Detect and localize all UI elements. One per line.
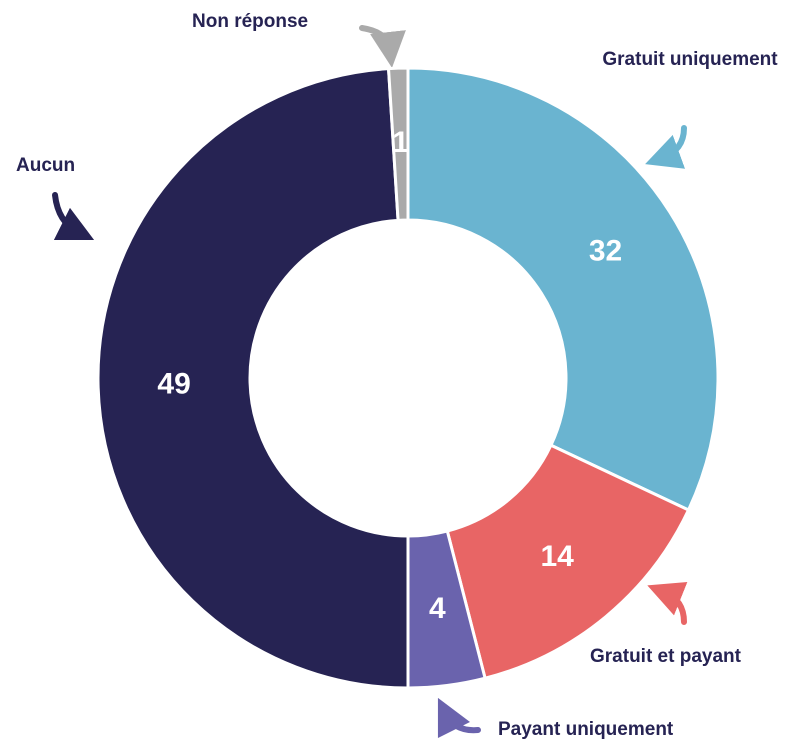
slice (96, 67, 410, 690)
arrow (359, 25, 406, 68)
arrow (645, 125, 687, 169)
category-label: Payant uniquement (498, 719, 674, 740)
arrow (52, 192, 95, 241)
category-label: Gratuit uniquement (602, 49, 778, 70)
arrow (647, 581, 688, 625)
arrows (52, 25, 688, 739)
category-label: Aucun (16, 155, 76, 176)
value-label: 32 (589, 235, 622, 268)
value-label: 49 (157, 367, 190, 400)
category-label: Gratuit et payant (590, 646, 741, 667)
category-label: Non réponse (192, 11, 309, 32)
value-label: 4 (429, 592, 446, 625)
slice (445, 443, 691, 681)
value-label: 1 (392, 126, 409, 159)
slice (386, 66, 410, 222)
arrow (437, 697, 481, 739)
slice (406, 66, 720, 512)
value-label: 14 (540, 540, 574, 573)
